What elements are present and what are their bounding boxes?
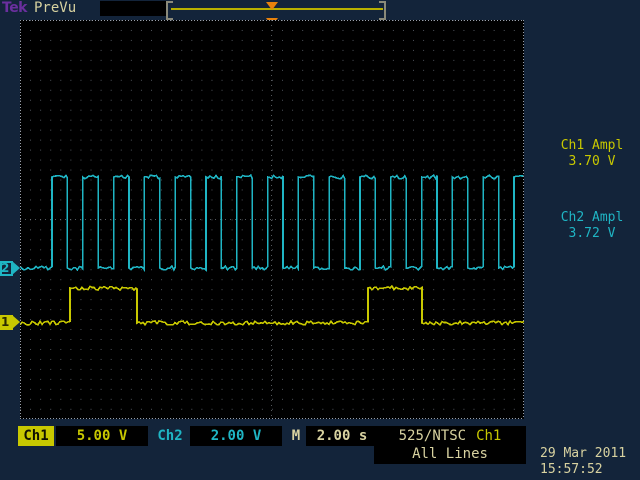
timebase-tag: M bbox=[291, 428, 301, 444]
ch1-marker-tip bbox=[12, 315, 20, 329]
measurement-ch1-value: 3.70 V bbox=[568, 154, 616, 169]
trigger-position-marker-top[interactable] bbox=[266, 2, 278, 10]
ch2-marker-tip bbox=[12, 261, 20, 275]
trigger-lines-mode: All Lines bbox=[412, 446, 488, 462]
tek-logo: Tek bbox=[2, 0, 28, 16]
ch2-scale-value[interactable]: 2.00 V bbox=[190, 426, 282, 446]
timebase-value[interactable]: 2.00 s bbox=[306, 426, 378, 446]
ch1-scale-value[interactable]: 5.00 V bbox=[56, 426, 148, 446]
measurement-ch2-title: Ch2 Ampl bbox=[560, 210, 624, 225]
ch1-ground-marker[interactable]: 1 bbox=[0, 315, 20, 330]
record-bracket-left bbox=[166, 1, 173, 20]
date-text: 29 Mar 2011 bbox=[540, 446, 627, 461]
trigger-standard: 525/NTSC bbox=[398, 428, 467, 444]
trigger-readout-line1: 525/NTSC Ch1 bbox=[374, 427, 526, 445]
time-text: 15:57:52 bbox=[540, 462, 603, 477]
grid-dots bbox=[20, 20, 524, 419]
waveform-traces bbox=[20, 173, 524, 327]
ch1-scale-tag[interactable]: Ch1 bbox=[18, 426, 54, 446]
ch1-marker-label: 1 bbox=[1, 315, 10, 329]
measurement-ch1-title: Ch1 Ampl bbox=[560, 138, 624, 153]
top-status-bar: Tek PreVu bbox=[0, 0, 640, 20]
measurement-ch1-ampl[interactable]: Ch1 Ampl 3.70 V bbox=[546, 138, 638, 170]
ch1-marker-body bbox=[0, 315, 13, 330]
graticule[interactable] bbox=[20, 20, 524, 419]
grid-center-axes bbox=[20, 20, 524, 419]
graticule-border bbox=[20, 20, 524, 419]
ch2-ground-marker[interactable]: 2 bbox=[0, 261, 20, 276]
record-length-box bbox=[100, 1, 166, 16]
measurement-ch2-value: 3.72 V bbox=[568, 226, 616, 241]
measurement-ch2-ampl[interactable]: Ch2 Ampl 3.72 V bbox=[546, 210, 638, 242]
trigger-readout-box[interactable]: 525/NTSC Ch1 All Lines bbox=[374, 426, 526, 464]
record-bracket-right bbox=[379, 1, 386, 20]
datetime-readout: 29 Mar 2011 15:57:52 bbox=[540, 446, 640, 478]
ch2-scale-tag[interactable]: Ch2 bbox=[157, 428, 183, 444]
ch2-marker-label: 2 bbox=[1, 261, 10, 275]
trigger-source: Ch1 bbox=[476, 428, 502, 444]
preview-mode-label: PreVu bbox=[34, 0, 77, 16]
